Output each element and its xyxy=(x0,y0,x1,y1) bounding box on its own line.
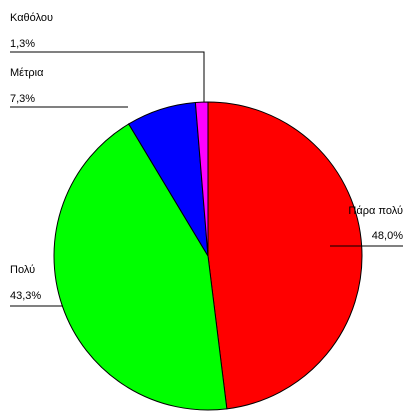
slice-label: Πολύ xyxy=(10,264,35,276)
slice-label: Μέτρια xyxy=(10,67,44,79)
pie-slice xyxy=(207,101,363,410)
leader-line xyxy=(10,51,205,102)
labels: Πάρα πολύ 48,0% Πολύ 43,3% Μέτρια 7,3% Καθόλου… xyxy=(10,12,403,307)
slice-value-label: 7,3% xyxy=(10,93,35,105)
pie xyxy=(53,101,363,411)
pie-slice xyxy=(194,101,209,257)
slice-value-label: 43,3% xyxy=(10,290,41,302)
slice-label: Καθόλου xyxy=(10,12,53,24)
slice-label: Πάρα πολύ xyxy=(348,205,403,217)
slice-value-label: 1,3% xyxy=(10,38,35,50)
slice-value-label: 48,0% xyxy=(372,230,403,242)
